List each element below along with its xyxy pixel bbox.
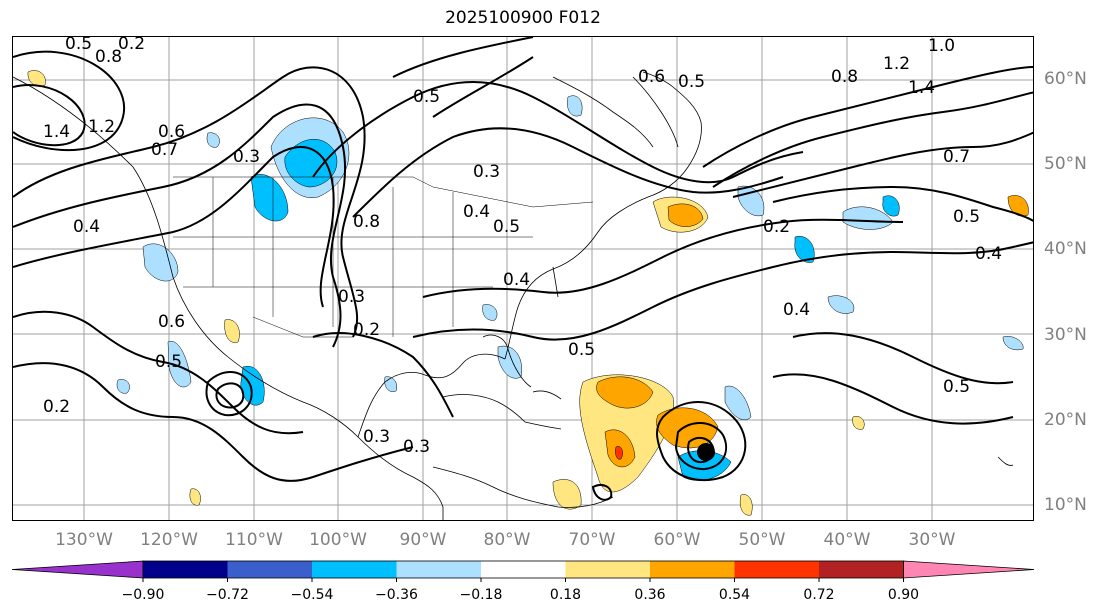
contour-label: 0.4 — [503, 270, 530, 290]
colorbar-tick-label: −0.72 — [206, 587, 249, 603]
colorbar-extend-high — [903, 560, 1035, 579]
contour-label: 0.5 — [678, 72, 705, 92]
longitude-label: 110°W — [225, 530, 283, 550]
longitude-label: 90°W — [399, 530, 447, 550]
latitude-label: 30°N — [1044, 325, 1087, 345]
contour-label: 0.7 — [943, 147, 970, 167]
longitude-label: 30°W — [908, 530, 956, 550]
colorbar-tick-label: 0.18 — [549, 587, 582, 603]
contour-label: 0.8 — [95, 47, 122, 67]
colorbar-segment — [481, 561, 566, 578]
contour-label: 0.5 — [413, 87, 440, 107]
map-canvas: 0.5 0.2 0.8 1.4 1.2 0.6 0.7 0.3 0.4 0.5 … — [13, 37, 1033, 520]
contour-label: 0.5 — [953, 207, 980, 227]
colorbar-tick-label: −0.18 — [459, 587, 503, 603]
contour-label: 0.6 — [158, 122, 185, 142]
colorbar-segment — [819, 561, 904, 578]
contour-lines — [13, 37, 1033, 501]
contour-label: 0.4 — [783, 300, 810, 320]
longitude-label: 100°W — [309, 530, 367, 550]
contour-label: 1.0 — [928, 37, 955, 56]
contour-label: 0.3 — [473, 162, 500, 182]
contour-label: 0.6 — [638, 67, 665, 87]
contour-label: 0.4 — [73, 217, 100, 237]
colorbar-outline — [142, 560, 904, 579]
colorbar-tick-label: 0.72 — [803, 587, 835, 603]
longitude-label: 80°W — [483, 530, 531, 550]
colorbar-segment — [650, 561, 735, 578]
contour-label: 1.4 — [43, 122, 70, 142]
contour-label: 0.5 — [943, 377, 970, 397]
contour-label: 0.3 — [363, 427, 390, 447]
colorbar-tick-label: −0.90 — [121, 587, 165, 603]
shading-negative — [116, 95, 1024, 481]
contour-label: 0.4 — [463, 202, 490, 222]
contour-label: 0.2 — [353, 320, 380, 340]
latitude-label: 60°N — [1044, 69, 1087, 89]
contour-label: 0.5 — [568, 340, 595, 360]
contour-label: 0.8 — [353, 212, 380, 232]
colorbar-tick-label: 0.54 — [718, 587, 751, 603]
longitude-label: 50°W — [738, 530, 786, 550]
colorbar-segment — [396, 561, 481, 578]
colorbar-segment — [565, 561, 650, 578]
latitude-label: 10°N — [1044, 495, 1087, 515]
state-borders — [173, 176, 594, 338]
longitude-label: 130°W — [55, 530, 113, 550]
longitude-label: 120°W — [140, 530, 198, 550]
contour-label: 0.6 — [158, 312, 185, 332]
contour-label: 0.5 — [493, 217, 520, 237]
colorbar-segment — [734, 561, 819, 578]
colorbar-segment — [312, 561, 397, 578]
contour-label: 0.4 — [975, 244, 1002, 264]
contour-label: 0.3 — [403, 437, 430, 457]
colorbar-extend-low — [11, 560, 144, 579]
colorbar-tick-label: 0.90 — [887, 587, 920, 603]
contour-label: 1.2 — [88, 117, 115, 137]
longitude-label: 40°W — [823, 530, 871, 550]
latitude-label: 50°N — [1044, 154, 1087, 174]
contour-label: 0.2 — [43, 397, 70, 417]
contour-label: 0.3 — [233, 147, 260, 167]
contour-label: 0.2 — [763, 217, 790, 237]
contour-label: 1.4 — [908, 78, 935, 98]
coastlines — [13, 71, 1014, 520]
colorbar-segment — [143, 561, 228, 578]
storm-center-marker — [697, 443, 715, 461]
contour-label: 0.8 — [831, 67, 858, 87]
map-panel: 0.5 0.2 0.8 1.4 1.2 0.6 0.7 0.3 0.4 0.5 … — [12, 36, 1034, 521]
contour-label: 0.5 — [155, 352, 182, 372]
colorbar-segment — [227, 561, 312, 578]
colorbar-tick-label: 0.36 — [634, 587, 666, 603]
latitude-label: 20°N — [1044, 410, 1087, 430]
longitude-label: 70°W — [568, 530, 616, 550]
longitude-label: 60°W — [653, 530, 701, 550]
contour-label: 1.2 — [883, 54, 910, 74]
contour-label: 0.7 — [151, 140, 178, 160]
contour-label: 0.5 — [65, 37, 92, 54]
contour-label: 0.2 — [118, 37, 145, 54]
latitude-label: 40°N — [1044, 239, 1087, 259]
contour-label-group: 0.5 0.2 0.8 1.4 1.2 0.6 0.7 0.3 0.4 0.5 … — [43, 37, 1002, 457]
map-title: 2025100900 F012 — [445, 8, 601, 28]
contour-label: 0.3 — [338, 287, 365, 307]
colorbar-tick-label: −0.36 — [375, 587, 418, 603]
colorbar-tick-label: −0.54 — [290, 587, 334, 603]
